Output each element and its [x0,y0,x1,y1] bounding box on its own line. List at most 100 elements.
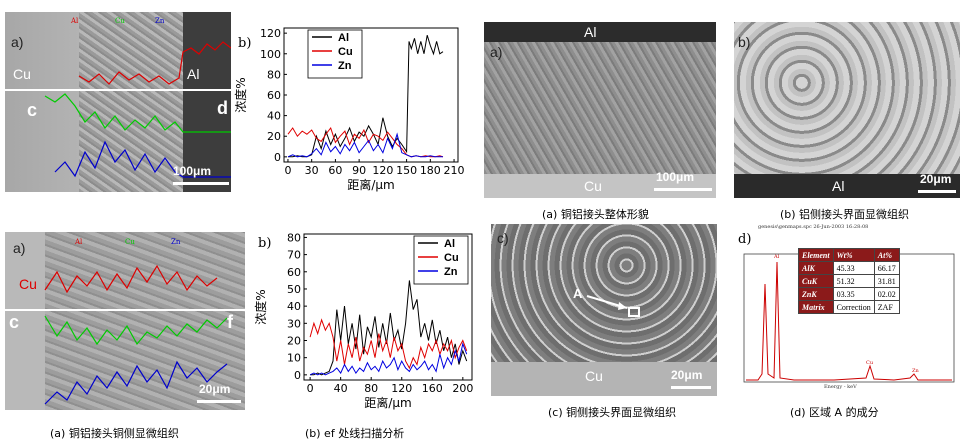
fig3d-composition-table: Element Wt% At% AlK 45.33 66.17 CuK 51.3… [798,248,900,314]
y-tick-label: 0 [294,369,301,382]
y-tick-label: 100 [260,48,281,61]
x-tick-label: 150 [396,164,417,177]
fig3d-header-text: genesis\genmaps.spc 26-Jun-2003 16:28:08 [758,224,869,230]
fig1a-scale-label: 100μm [173,164,212,178]
fig3a-label: a) [490,44,503,60]
fig1a-micrograph: a) Cu Al c d Al Cu Zn 100μm [5,12,231,192]
legend-label: Cu [338,46,353,58]
fig3a-cu-label: Cu [584,178,602,194]
x-tick-label: 60 [328,164,342,177]
series-al-line [310,280,468,376]
legend-box [413,235,469,285]
fig3c-micrograph: c) A Cu 20μm [491,224,717,396]
legend-label: Al [444,238,455,250]
fig3a-micrograph: a) Al Cu 100μm [484,22,716,198]
fig3b-micrograph: b) Al 20μm [734,22,960,198]
y-tick-label: 70 [287,249,301,262]
x-tick-label: 90 [352,164,366,177]
y-axis-label: 浓度% [233,77,248,112]
fig2a-point-f: f [227,312,233,332]
legend-label: Al [338,32,349,44]
table-cell: 02.02 [873,287,900,301]
table-row: Matrix Correction ZAF [798,300,900,314]
legend-label: Zn [338,60,352,72]
fig1a-cu-label: Cu [13,66,31,82]
fig1a-point-d: d [217,98,228,118]
fig1a-point-c: c [27,100,38,120]
fig3d-peak-al: Al [774,254,780,260]
y-tick-label: 20 [267,130,281,143]
fig2a-scan-overlay [5,264,245,405]
x-tick-label: 120 [391,382,412,395]
fig1a-scale-bar [173,182,229,185]
y-tick-label: 50 [287,283,301,296]
y-tick-label: 10 [287,352,301,365]
y-tick-label: 0 [274,151,281,164]
series-zn-line [287,132,443,158]
x-tick-label: 200 [452,382,473,395]
fig2a-point-e: c [9,312,20,332]
table-cell: 03.35 [832,287,875,301]
plot-frame [303,233,473,381]
legend-label: Zn [444,266,458,278]
x-tick-label: 210 [444,164,465,177]
fig3d-peak-cu: Cu [866,360,874,366]
fig2a-label: a) [13,240,26,256]
table-cell: CuK [798,274,834,288]
fig3c-scale-label: 20μm [671,368,703,382]
table-cell: Matrix [798,300,834,314]
table-cell: Correction [832,300,875,314]
table-cell: ZnK [798,287,834,301]
table-cell: 45.33 [832,261,875,275]
x-tick-label: 120 [372,164,393,177]
fig2a-legend-zn: Zn [171,238,181,246]
fig2b-chart: 0 40 80 120 160 200 0 10 20 30 40 50 60 70 80 Al Cu Zn 距离/… [253,231,473,410]
x-tick-label: 40 [334,382,348,395]
fig2a-scale-label: 20μm [199,382,231,396]
fig1a-legend-zn: Zn [155,17,165,25]
table-cell: 51.32 [832,274,875,288]
fig3a-scale-bar [654,188,712,191]
x-tick-label: 160 [422,382,443,395]
fig3d-caption: (d) 区域 A 的成分 [790,406,879,419]
fig1a-legend-al: Al [71,17,79,25]
series-zn-line [309,342,468,376]
table-cell: ZAF [873,300,900,314]
y-tick-label: 60 [287,266,301,279]
x-axis-label: 距离/μm [347,177,394,192]
legend-box [307,29,363,79]
y-tick-label: 30 [287,317,301,330]
fig3d-peak-zn: Zn [912,368,919,374]
fig3c-label: c) [497,230,509,246]
table-row: CuK 51.32 31.81 [798,274,900,288]
table-cell: 66.17 [873,261,900,275]
fig3c-cu-label: Cu [585,368,603,384]
fig2b-label: b) [258,236,272,251]
x-tick-label: 180 [420,164,441,177]
fig3d-label: d) [738,232,752,247]
x-tick-label: 80 [364,382,378,395]
fig3a-al-label: Al [584,24,597,40]
y-axis-label: 浓度% [253,289,268,324]
fig3c-scale-bar [671,386,711,389]
table-row: AlK 45.33 66.17 [798,261,900,275]
table-header-cell: Wt% [832,248,875,262]
fig3d-eds-spectrum: genesis\genmaps.spc 26-Jun-2003 16:28:08… [734,224,960,394]
fig3c-a-label: A [573,286,583,301]
fig3b-scale-bar [918,190,956,193]
table-row: ZnK 03.35 02.02 [798,287,900,301]
y-tick-label: 120 [260,27,281,40]
fig2a-legend-cu: Cu [125,238,135,246]
fig3a-caption: (a) 铜铝接头整体形貌 [542,208,649,221]
fig2a-cu-label: Cu [19,276,37,292]
x-axis-label: 距离/μm [364,395,411,410]
x-tick-label: 0 [284,164,291,177]
table-header-cell: At% [873,248,900,262]
y-tick-label: 80 [267,68,281,81]
fig1a-scan-overlay [5,41,231,178]
series-cu-line [309,318,468,370]
fig3d-xaxis-label: Energy - keV [824,384,857,390]
x-tick-label: 0 [307,382,314,395]
fig1a-legend-cu: Cu [115,17,125,25]
